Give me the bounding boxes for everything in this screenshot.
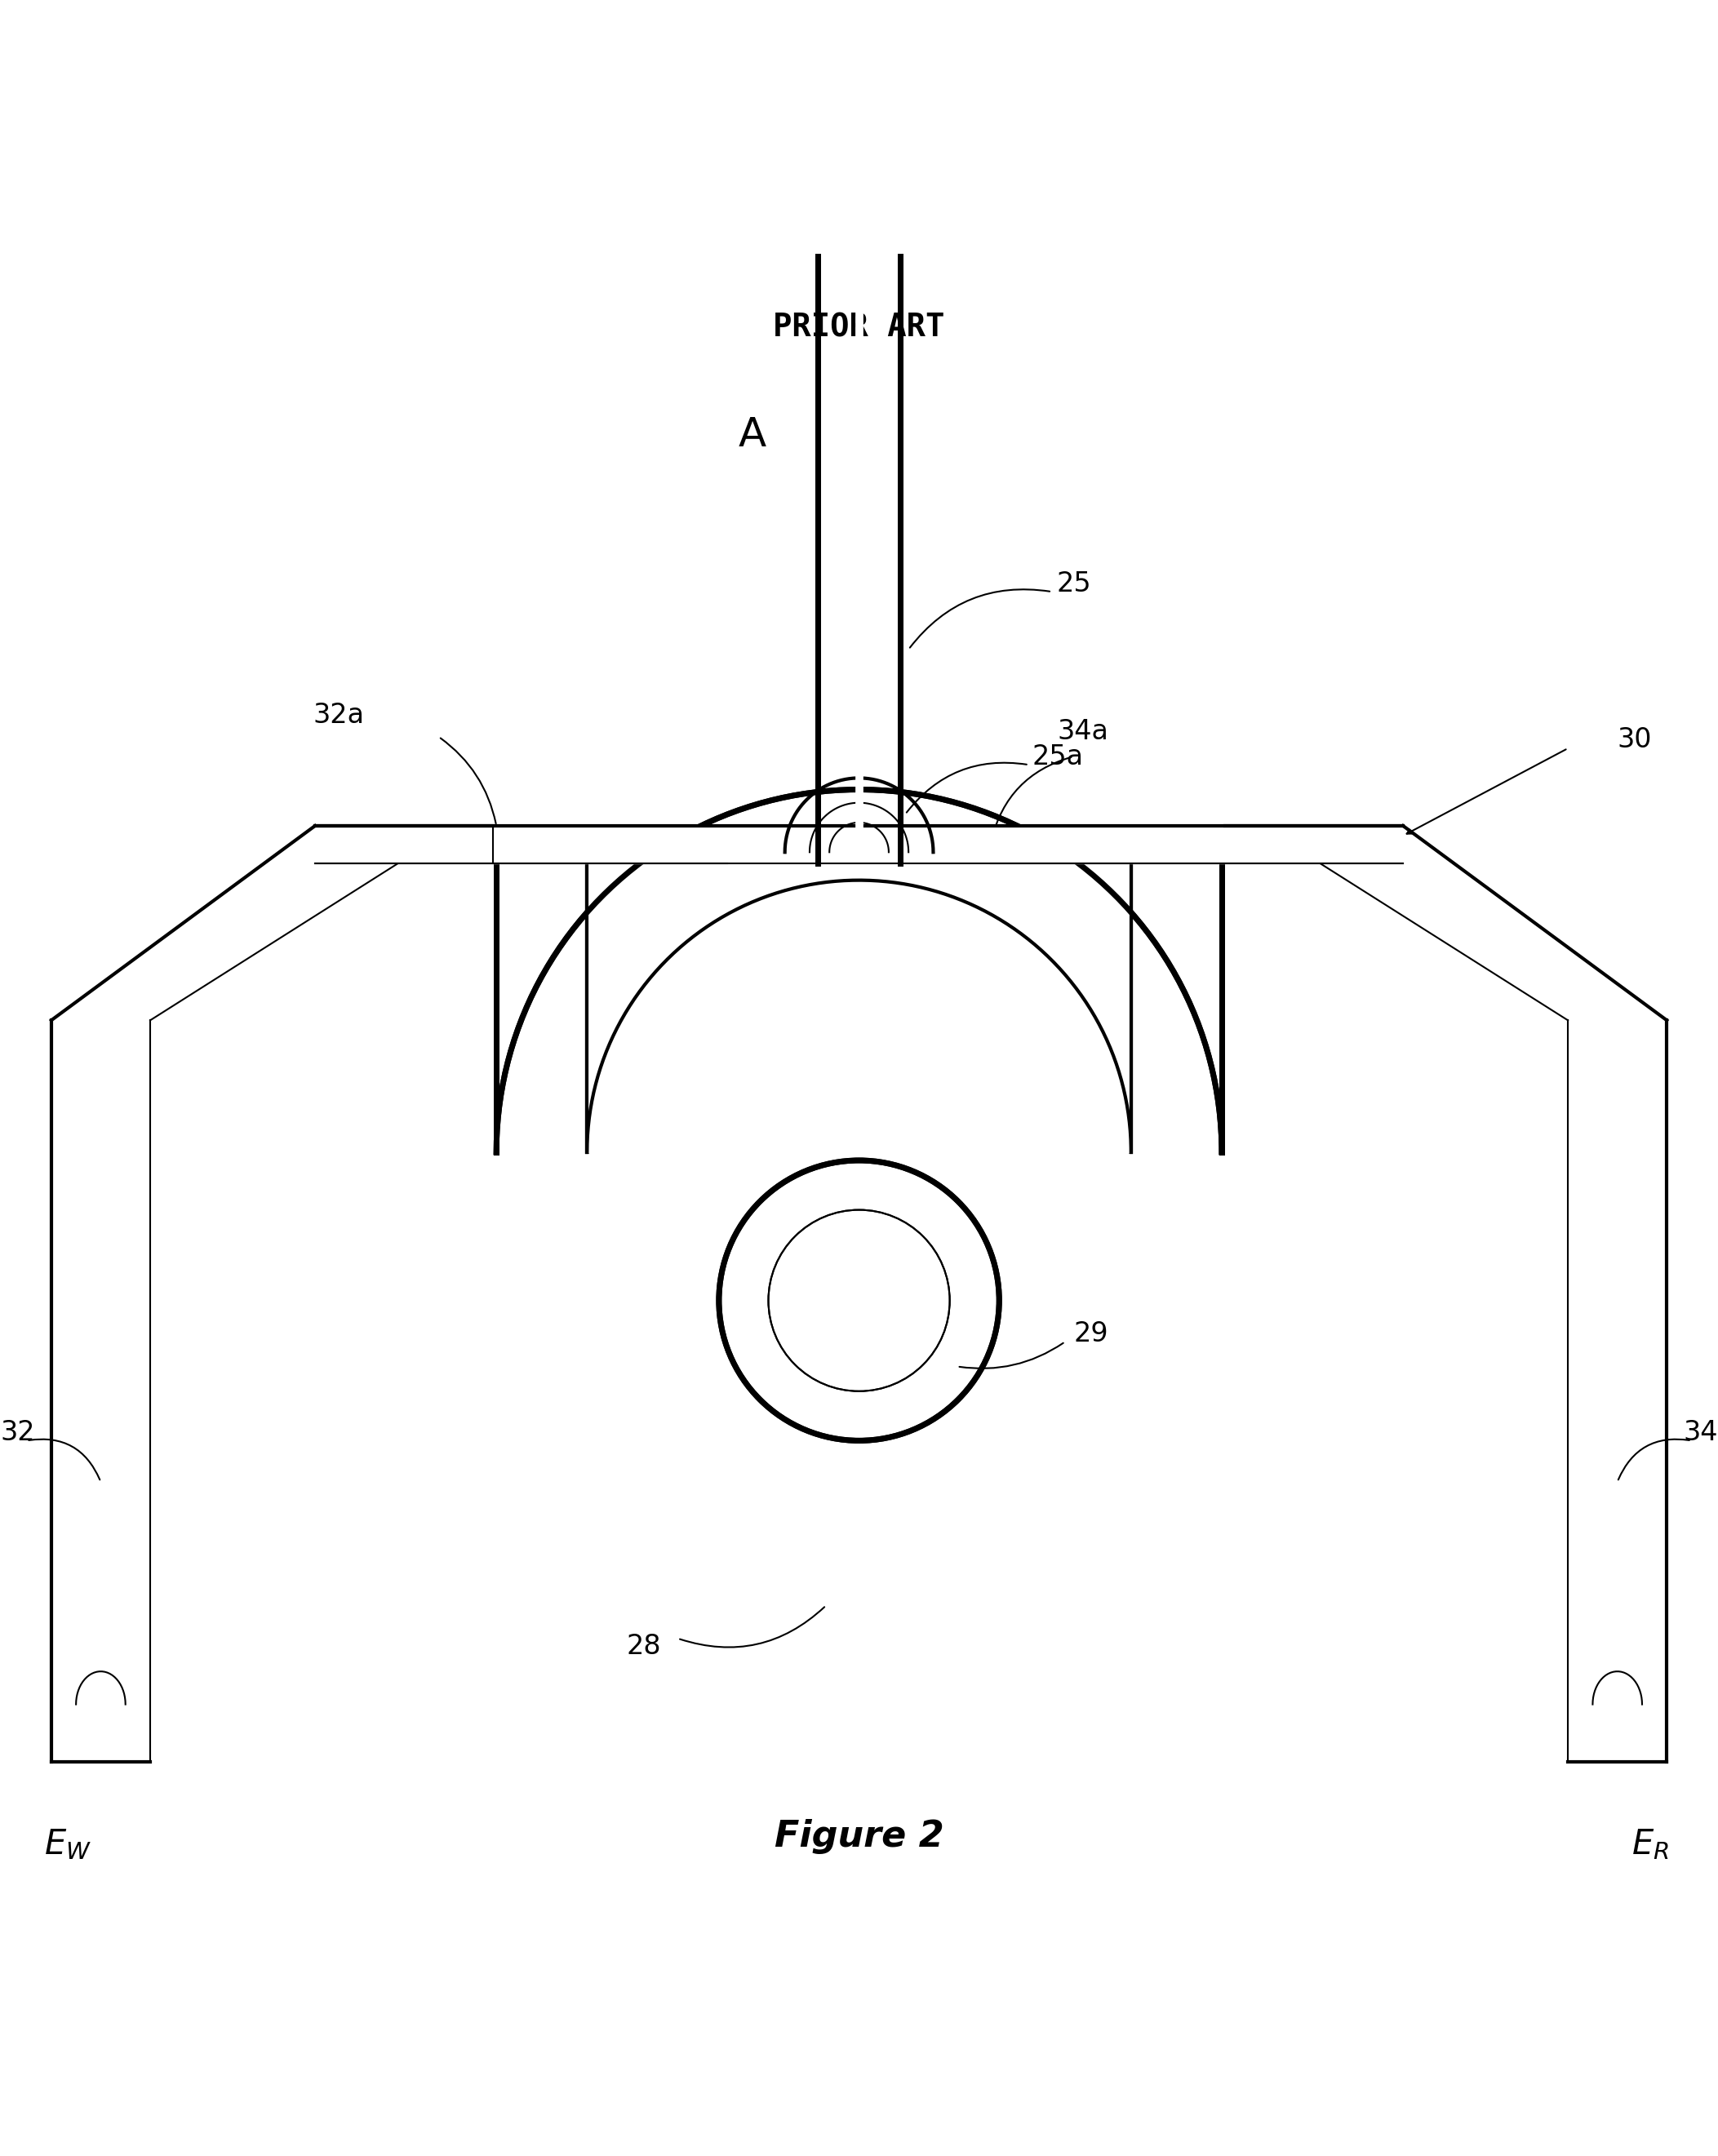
Text: PRIOR ART: PRIOR ART	[773, 313, 945, 343]
Text: 29: 29	[1074, 1319, 1108, 1348]
Text: 32: 32	[0, 1419, 34, 1447]
Text: 34a: 34a	[1057, 718, 1108, 746]
Text: $E_R$: $E_R$	[1632, 1828, 1668, 1861]
Text: $E_W$: $E_W$	[45, 1828, 91, 1861]
Text: 34: 34	[1684, 1419, 1718, 1447]
Circle shape	[727, 1169, 991, 1432]
Text: Figure 2: Figure 2	[775, 1820, 943, 1854]
Text: 32a: 32a	[313, 703, 364, 729]
Text: 30: 30	[1617, 727, 1653, 755]
Polygon shape	[588, 856, 1130, 1151]
Text: A: A	[739, 416, 766, 455]
Text: 25: 25	[1057, 569, 1091, 597]
Text: 28: 28	[627, 1634, 661, 1660]
Text: 25a: 25a	[1033, 744, 1084, 770]
